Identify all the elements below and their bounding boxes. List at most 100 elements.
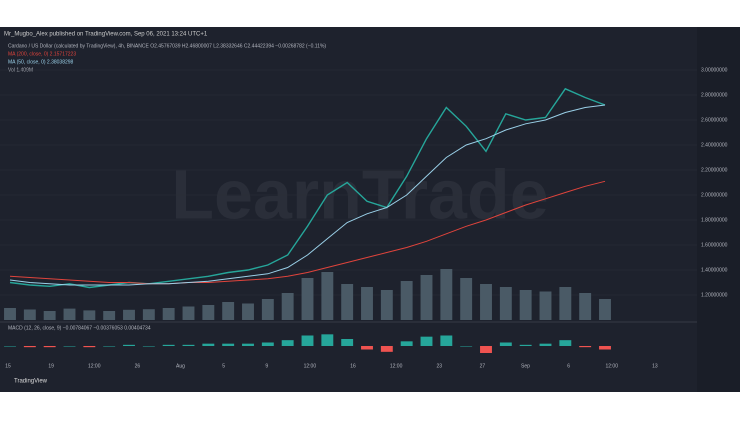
x-tick-label: 12:00 — [88, 363, 101, 369]
volume-bar — [4, 308, 16, 320]
y-tick-label: 1.40000000 — [701, 267, 728, 273]
volume-bar — [599, 299, 611, 320]
x-tick-label: 6 — [567, 363, 570, 369]
macd-bar — [123, 344, 135, 346]
macd-bar — [222, 343, 235, 346]
macd-bar — [182, 344, 195, 346]
volume-bar — [460, 278, 473, 320]
macd-bar — [261, 342, 274, 346]
y-tick-label: 1.20000000 — [701, 292, 728, 298]
macd-bar — [202, 343, 215, 346]
chart-background — [0, 27, 740, 392]
macd-bar — [341, 339, 354, 346]
header: Mr_Mugbo_Alex published on TradingView.c… — [4, 32, 208, 38]
x-tick-label: Aug — [176, 363, 185, 369]
price-line — [9, 104, 606, 286]
volume-bar — [499, 287, 512, 320]
macd-bar — [599, 346, 611, 350]
volume-bar — [341, 284, 354, 320]
macd-bar — [63, 346, 76, 347]
x-tick-label: 23 — [436, 363, 442, 369]
macd-bar — [400, 341, 413, 346]
macd-bar — [420, 336, 433, 346]
legend-line: Vol 1.409M — [8, 67, 33, 73]
x-tick-label: 13 — [652, 363, 658, 369]
x-tick-label: 19 — [48, 363, 54, 369]
macd-bar — [440, 335, 453, 346]
macd-bar — [539, 343, 552, 346]
x-tick-label: 12:00 — [304, 363, 317, 369]
y-tick-label: 2.20000000 — [701, 167, 728, 173]
volume-bar — [242, 303, 254, 320]
volume-bar — [142, 309, 155, 320]
macd-bar — [361, 346, 373, 350]
macd-bar — [162, 344, 175, 346]
volume-bar — [281, 293, 294, 320]
macd-bar — [142, 346, 155, 347]
volume-bar — [559, 287, 572, 320]
x-tick-label: 5 — [222, 363, 225, 369]
macd-bar — [499, 342, 512, 346]
macd-label: MACD (12, 26, close, 9) −0.00784067 −0.0… — [8, 325, 151, 331]
volume-bar — [43, 311, 56, 320]
y-tick-label: 2.60000000 — [701, 117, 728, 123]
volume-bar — [400, 281, 413, 320]
volume-bar — [321, 272, 334, 320]
macd-bar — [83, 346, 96, 348]
x-tick-label: 27 — [480, 363, 486, 369]
volume-bar — [361, 287, 373, 320]
x-tick-label: 15 — [5, 363, 11, 369]
volume-bar — [380, 290, 393, 320]
volume-bar — [202, 305, 215, 320]
volume-bar — [301, 278, 314, 320]
x-tick-label: 9 — [265, 363, 268, 369]
volume-bar — [440, 269, 453, 320]
volume-bar — [539, 291, 552, 320]
volume-bar — [519, 290, 532, 320]
macd-bar — [380, 346, 393, 352]
volume-bar — [63, 308, 76, 320]
macd-bar — [301, 335, 314, 346]
volume-bar — [480, 284, 492, 320]
macd-bar — [519, 344, 532, 346]
y-tick-label: 2.40000000 — [701, 142, 728, 148]
volume-bar — [162, 308, 175, 320]
x-tick-label: 16 — [350, 363, 356, 369]
volume-bar — [23, 309, 36, 320]
volume-bar — [123, 309, 135, 320]
macd-bar — [103, 346, 116, 347]
footer: TradingView — [14, 379, 48, 385]
macd-bar — [579, 346, 592, 348]
macd-bar — [480, 346, 492, 353]
y-tick-label: 2.80000000 — [701, 92, 728, 98]
y-tick-label: 2.00000000 — [701, 192, 728, 198]
legend-line: MA (50, close, 0) 2.38038298 — [8, 59, 74, 65]
macd-bar — [242, 343, 254, 346]
x-tick-label: 26 — [135, 363, 141, 369]
macd-bar — [43, 346, 56, 348]
price-axis — [697, 27, 740, 392]
volume-bar — [182, 306, 195, 320]
macd-bar — [4, 346, 16, 347]
macd-bar — [281, 340, 294, 346]
volume-bar — [83, 310, 96, 320]
volume-bar — [579, 293, 592, 320]
legend-line: MA (200, close, 0) 2.15717223 — [8, 51, 76, 57]
x-tick-label: 12:00 — [605, 363, 618, 369]
volume-bar — [222, 302, 235, 320]
macd-bar — [23, 346, 36, 348]
macd-bar — [460, 346, 473, 347]
macd-bar — [559, 340, 572, 346]
volume-bar — [261, 299, 274, 320]
y-tick-label: 1.60000000 — [701, 242, 728, 248]
macd-bar — [321, 334, 334, 346]
y-tick-label: 3.00000000 — [701, 67, 728, 73]
y-tick-label: 1.80000000 — [701, 217, 728, 223]
volume-bar — [103, 311, 116, 320]
x-tick-label: Sep — [521, 363, 530, 369]
volume-bar — [420, 275, 433, 320]
x-tick-label: 12:00 — [390, 363, 403, 369]
price-line — [9, 180, 606, 285]
legend-line: Cardano / US Dollar (calculated by Tradi… — [8, 43, 326, 49]
